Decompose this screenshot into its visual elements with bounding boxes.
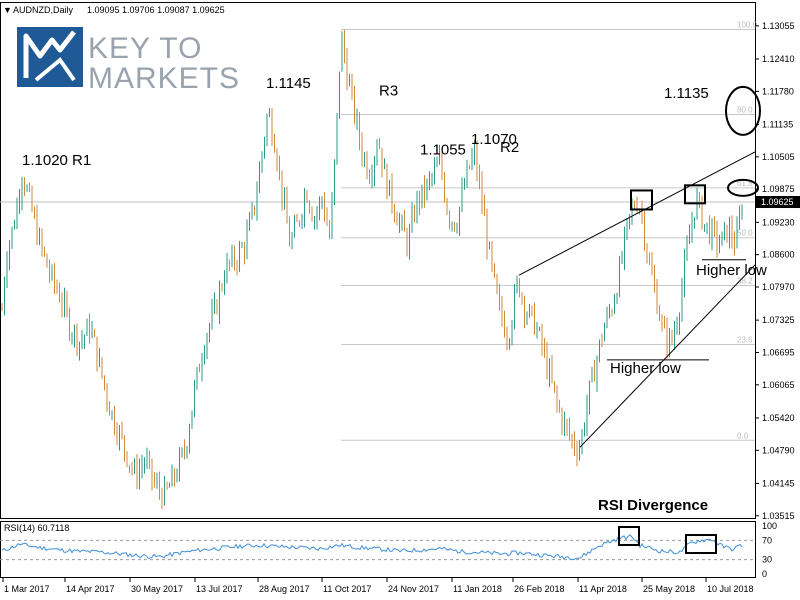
price-tick-label: 1.08600 <box>762 250 795 260</box>
rsi-indicator: 100 70 30 0 <box>0 521 777 579</box>
time-tick-label: 11 Jan 2018 <box>453 584 502 594</box>
fib-level-label: 0.0 <box>737 431 749 440</box>
ohlc-values: 1.09095 1.09706 1.09087 1.09625 <box>87 5 225 15</box>
fib-level-label: 61.8 <box>737 179 753 188</box>
time-tick-label: 28 Aug 2017 <box>259 584 310 594</box>
price-tick-label: 1.11135 <box>762 119 793 129</box>
price-tick-label: 1.10505 <box>762 152 795 162</box>
price-axis: 1.13055 1.12410 1.11780 1.11135 1.10505 1.098… <box>755 21 800 521</box>
lower-trend-line[interactable] <box>579 264 756 448</box>
rsi-tick-label: 30 <box>762 555 772 565</box>
logo-text-line2: MARKETS <box>88 62 240 95</box>
fib-level-label: 23.6 <box>737 336 753 345</box>
current-price-label: 1.09625 <box>761 197 794 207</box>
rsi-label: RSI(14) 60.7118 <box>4 523 69 533</box>
rsi-tick-label: 70 <box>762 535 772 545</box>
fibonacci-levels: 100.0 80.0 61.8 50.0 38.2 23.6 0.0 <box>0 20 758 441</box>
time-tick-label: 25 May 2018 <box>643 584 695 594</box>
price-tick-label: 1.04145 <box>762 478 795 488</box>
fib-level-label: 50.0 <box>737 229 753 238</box>
rsi-highlight-box-2[interactable] <box>685 534 717 554</box>
drawing-objects <box>518 85 761 448</box>
rsi-line <box>1 534 743 561</box>
price-tick-label: 1.03515 <box>762 511 795 521</box>
price-annotation: 1.1020 <box>22 152 68 169</box>
price-tick-label: 1.06065 <box>762 380 795 390</box>
upper-trend-line[interactable] <box>518 151 756 276</box>
time-tick-label: 13 Jul 2017 <box>196 584 243 594</box>
chart-menu-triangle-icon[interactable]: ▼ <box>3 5 12 15</box>
main-pane-frame <box>0 2 756 519</box>
price-annotation: Higher low <box>696 262 767 279</box>
rsi-tick-label: 0 <box>762 569 767 579</box>
time-axis: 1 Mar 2017 14 Apr 2017 30 May 2017 13 Jul 2… <box>2 578 754 594</box>
price-tick-label: 1.06695 <box>762 347 795 357</box>
price-tick-label: 1.07970 <box>762 282 795 292</box>
price-annotation: R2 <box>500 139 519 156</box>
logo-text-line1: KEY TO <box>88 32 202 65</box>
price-tick-label: 1.09875 <box>762 184 795 194</box>
target-ellipse[interactable] <box>725 85 761 136</box>
price-tick-label: 1.09230 <box>762 217 795 227</box>
time-tick-label: 24 Nov 2017 <box>388 584 439 594</box>
time-tick-label: 14 Apr 2017 <box>66 584 115 594</box>
price-tick-label: 1.12410 <box>762 54 795 64</box>
symbol-label: AUDNZD,Daily <box>13 5 74 15</box>
price-annotation: 1.1145 <box>266 75 311 92</box>
key-to-markets-logo: KEY TO MARKETS <box>17 27 240 95</box>
fib-level-label: 38.2 <box>737 276 753 285</box>
rsi-highlight-box-1[interactable] <box>618 526 640 546</box>
time-tick-label: 11 Apr 2018 <box>579 584 627 594</box>
rsi-divergence-label: RSI Divergence <box>598 497 708 514</box>
price-annotation: Higher low <box>610 360 681 377</box>
price-tick-label: 1.05420 <box>762 413 795 423</box>
price-annotation: R1 <box>72 152 91 169</box>
current-price-tag <box>756 196 800 209</box>
price-tick-label: 1.13055 <box>762 21 795 31</box>
price-annotation: 1.1055 <box>420 142 466 159</box>
price-annotation: 1.1135 <box>664 85 709 102</box>
highlight-box-1[interactable] <box>630 189 653 211</box>
fib-level-label: 80.0 <box>737 105 753 114</box>
price-annotation: R3 <box>379 82 398 99</box>
time-tick-label: 11 Oct 2017 <box>323 584 371 594</box>
price-candles <box>1 29 743 510</box>
time-tick-label: 26 Feb 2018 <box>514 584 565 594</box>
price-tick-label: 1.04790 <box>762 445 795 455</box>
fib-level-label: 100.0 <box>737 20 758 29</box>
price-annotation: 1.1070 <box>471 131 517 148</box>
time-tick-label: 10 Jul 2018 <box>707 584 754 594</box>
price-tick-label: 1.11780 <box>762 86 794 96</box>
price-tick-label: 1.07325 <box>762 315 795 325</box>
highlight-box-2[interactable] <box>684 184 706 205</box>
time-tick-label: 1 Mar 2017 <box>4 584 50 594</box>
logo-k-icon <box>23 30 76 78</box>
price-ellipse[interactable] <box>727 178 759 197</box>
time-tick-label: 30 May 2017 <box>131 584 183 594</box>
rsi-tick-label: 100 <box>762 521 777 531</box>
rsi-pane-frame <box>0 521 756 578</box>
logo-swoosh-icon <box>34 57 76 82</box>
